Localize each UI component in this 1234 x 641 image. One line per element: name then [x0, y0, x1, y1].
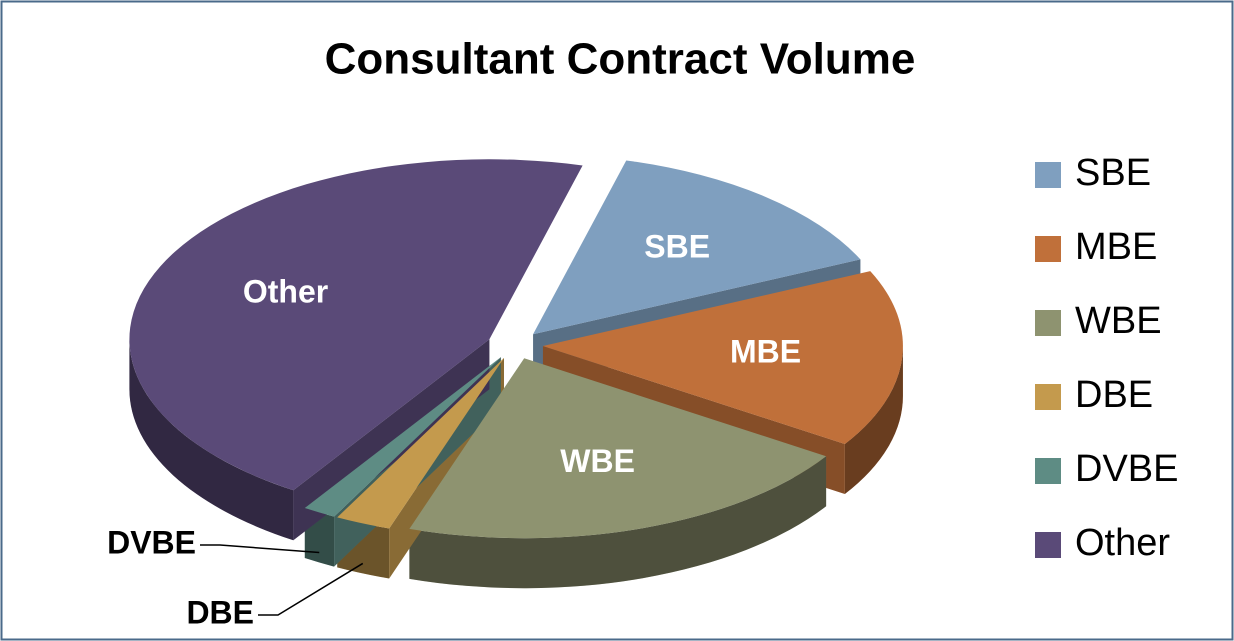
legend-swatch — [1035, 532, 1061, 558]
data-label: DVBE — [107, 524, 196, 560]
slice-top — [409, 358, 827, 539]
slice-side — [409, 456, 827, 589]
legend-label: DBE — [1075, 374, 1153, 416]
data-label: WBE — [560, 443, 635, 479]
data-label: SBE — [644, 229, 710, 265]
slice-side-face — [844, 346, 903, 495]
data-label: Other — [243, 273, 328, 309]
legend-swatch — [1035, 162, 1061, 188]
slice-side-face — [409, 456, 827, 589]
legend-label: MBE — [1075, 226, 1157, 268]
slice-side-face — [844, 346, 903, 495]
data-label: DBE — [186, 594, 254, 630]
slice-top — [129, 159, 583, 491]
legend-label: SBE — [1075, 152, 1151, 194]
legend-swatch — [1035, 458, 1061, 484]
slice-top — [304, 357, 501, 517]
slice-top — [533, 160, 861, 335]
legend-swatch — [1035, 384, 1061, 410]
chart-title: Consultant Contract Volume — [325, 35, 916, 84]
legend-swatch — [1035, 310, 1061, 336]
data-label: MBE — [730, 334, 801, 370]
slice-side-face — [129, 339, 294, 541]
legend-label: DVBE — [1075, 448, 1178, 490]
slice-side-face — [409, 456, 827, 589]
leader-line — [200, 544, 320, 554]
slice-side-face — [129, 339, 294, 541]
slice-top — [542, 271, 903, 445]
slice-top — [337, 357, 505, 529]
legend-label: Other — [1075, 522, 1170, 564]
leader-line — [258, 562, 364, 616]
legend-label: WBE — [1075, 300, 1162, 342]
legend-swatch — [1035, 236, 1061, 262]
